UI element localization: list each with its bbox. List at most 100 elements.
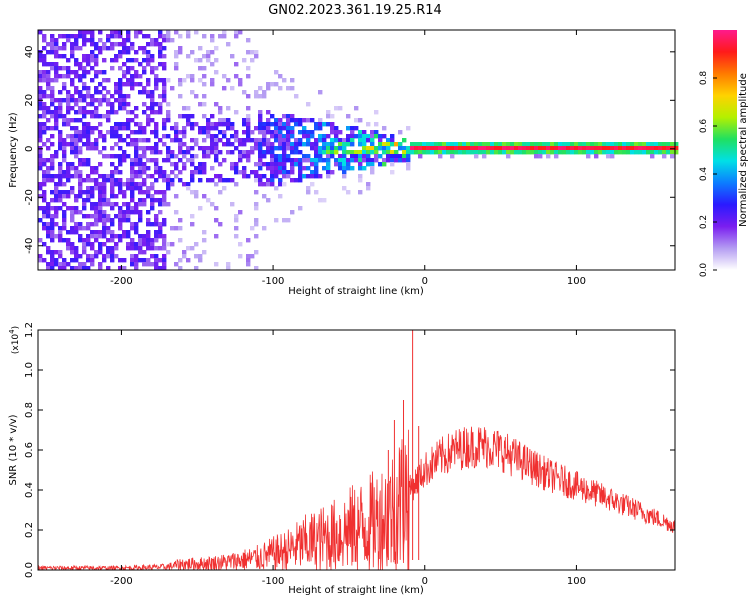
spectrogram-cell xyxy=(90,214,95,219)
spectrogram-cell xyxy=(338,146,343,151)
spectrogram-cell xyxy=(286,146,291,151)
spectrogram-cell xyxy=(582,142,587,147)
spectrogram-cell xyxy=(50,110,55,115)
spectrogram-cell xyxy=(194,194,199,199)
spectrogram-cell xyxy=(46,250,51,255)
spectrogram-cell xyxy=(58,130,63,135)
spectrogram-cell xyxy=(218,122,223,127)
spectrogram-cell xyxy=(662,150,667,155)
spectrogram-cell xyxy=(154,198,159,203)
spectrogram-cell xyxy=(210,82,215,87)
spectrogram-cell xyxy=(126,210,131,215)
spectrogram-cell xyxy=(454,146,459,151)
spectrogram-cell xyxy=(134,34,139,39)
spectrogram-cell xyxy=(222,74,227,79)
spectrogram-cell xyxy=(330,170,335,175)
spectrogram-cell xyxy=(78,62,83,67)
spectrogram-cell xyxy=(110,134,115,139)
spectrogram-cell xyxy=(362,146,367,151)
spectrogram-cell xyxy=(54,194,59,199)
spectrogram-cell xyxy=(370,170,375,175)
spectrogram-cell xyxy=(38,94,43,99)
spectrogram-cell xyxy=(62,238,67,243)
spectrogram-cell xyxy=(302,166,307,171)
spectrogram-cell xyxy=(354,134,359,139)
spectrogram-cell xyxy=(270,150,275,155)
spectrogram-cell xyxy=(322,166,327,171)
spectrogram-cell xyxy=(210,202,215,207)
spectrogram-cell xyxy=(62,226,67,231)
spectrogram-cell xyxy=(558,142,563,147)
spectrogram-cell xyxy=(534,142,539,147)
spectrogram-cell xyxy=(294,94,299,99)
spectrogram-cell xyxy=(314,122,319,127)
spectrogram-cell xyxy=(154,170,159,175)
spectrogram-cell xyxy=(54,38,59,43)
spectrogram-cell xyxy=(94,254,99,259)
spectrogram-cell xyxy=(86,110,91,115)
spectrogram-cell xyxy=(146,106,151,111)
spectrogram-cell xyxy=(602,146,607,151)
spectrogram-cell xyxy=(158,222,163,227)
spectrogram-cell xyxy=(78,78,83,83)
spectrogram-cell xyxy=(130,158,135,163)
spectrogram-cell xyxy=(206,146,211,151)
spectrogram-cell xyxy=(86,130,91,135)
spectrogram-cell xyxy=(310,170,315,175)
spectrogram-cell xyxy=(622,146,627,151)
spectrogram-cell xyxy=(442,146,447,151)
spectrogram-cell xyxy=(146,234,151,239)
spectrogram-cell xyxy=(334,150,339,155)
spectrogram-cell xyxy=(266,142,271,147)
spectrogram-cell xyxy=(230,134,235,139)
spectrogram-cell xyxy=(146,242,151,247)
spectrogram-cell xyxy=(126,214,131,219)
spectrogram-cell xyxy=(90,30,95,35)
spectrogram-cell xyxy=(162,62,167,67)
spectrogram-cell xyxy=(134,150,139,155)
spectrogram-cell xyxy=(254,202,259,207)
spectrogram-cell xyxy=(210,38,215,43)
spectrogram-cell xyxy=(634,150,639,155)
spectrogram-cell xyxy=(198,146,203,151)
spectrogram-cell xyxy=(258,86,263,91)
spectrogram-cell xyxy=(314,154,319,159)
spectrogram-cell xyxy=(258,138,263,143)
spectrogram-cell xyxy=(386,142,391,147)
spectrogram-cell xyxy=(178,142,183,147)
spectrogram-cell xyxy=(218,110,223,115)
spectrogram-cell xyxy=(78,194,83,199)
spectrogram-cell xyxy=(98,206,103,211)
spectrogram-cell xyxy=(322,138,327,143)
spectrogram-cell xyxy=(298,178,303,183)
spectrogram-cell xyxy=(158,62,163,67)
spectrogram-cell xyxy=(70,118,75,123)
spectrogram-cell xyxy=(78,98,83,103)
spectrogram-cell xyxy=(54,234,59,239)
spectrogram-cell xyxy=(54,114,59,119)
spectrogram-cell xyxy=(594,146,599,151)
spectrogram-cell xyxy=(138,74,143,79)
spectrogram-cell xyxy=(78,178,83,183)
spectrogram-cell xyxy=(386,158,391,163)
spectrogram-cell xyxy=(326,142,331,147)
spectrogram-cell xyxy=(78,222,83,227)
spectrogram-cell xyxy=(198,166,203,171)
spectrogram-cell xyxy=(138,154,143,159)
spectrogram-cell xyxy=(94,230,99,235)
spectrogram-cell xyxy=(58,234,63,239)
spectrogram-cell xyxy=(94,86,99,91)
spectrogram-cell xyxy=(374,158,379,163)
spectrogram-cell xyxy=(178,82,183,87)
spectrogram-cell xyxy=(134,226,139,231)
spectrogram-cell xyxy=(130,42,135,47)
spectrogram-cell xyxy=(42,110,47,115)
spectrogram-cell xyxy=(50,134,55,139)
spectrogram-cell xyxy=(58,178,63,183)
spectrogram-cell xyxy=(150,222,155,227)
spectrogram-cell xyxy=(78,238,83,243)
spectrogram-cell xyxy=(82,94,87,99)
spectrogram-cell xyxy=(58,262,63,267)
spectrogram-cell xyxy=(38,90,43,95)
spectrogram-cell xyxy=(122,138,127,143)
